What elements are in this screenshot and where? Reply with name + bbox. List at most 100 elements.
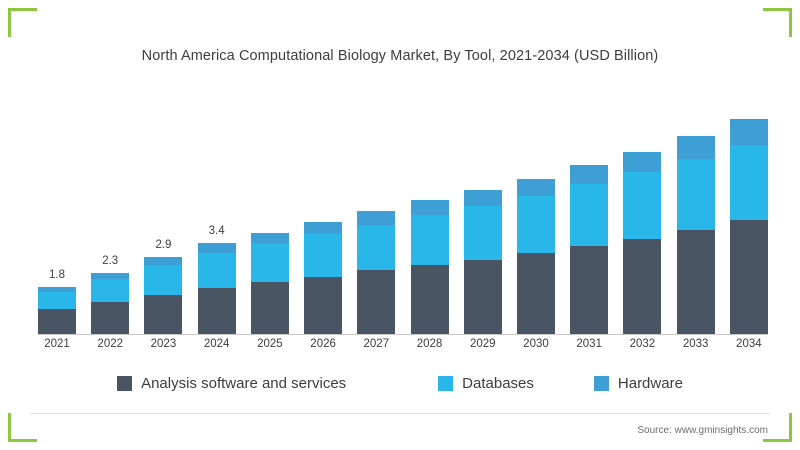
bar-segment	[570, 246, 609, 335]
bar-segment	[357, 270, 396, 335]
chart-legend: Analysis software and services Databases…	[0, 375, 800, 392]
plot-area: 1.8 2.3 2.9 3.4	[38, 95, 768, 335]
legend-swatch-databases	[438, 376, 454, 391]
bar-segment	[91, 302, 130, 335]
bar-segment	[729, 119, 768, 146]
bar-segment	[38, 291, 76, 310]
bar-segment	[676, 135, 715, 159]
bar-segment	[357, 224, 396, 271]
corner-bracket-bottom-left	[8, 413, 37, 442]
bar-segment	[38, 286, 76, 292]
bar-segment	[197, 287, 236, 335]
bar-segment	[304, 221, 343, 234]
bar-column[interactable]: 3.4	[197, 95, 236, 335]
bar-segment	[304, 233, 343, 278]
x-tick-label: 2024	[203, 338, 230, 350]
bar-stack	[144, 256, 183, 335]
x-tick-label: 2023	[150, 338, 177, 350]
bar-segment	[144, 294, 183, 335]
corner-bracket-top-left	[8, 8, 37, 37]
bar-segment	[357, 211, 396, 225]
source-credit: Source: www.gminsights.com	[637, 425, 768, 436]
bar-column[interactable]	[250, 95, 289, 335]
x-tick-label: 2031	[576, 338, 602, 350]
bar-segment	[91, 273, 130, 280]
bar-stack	[516, 178, 555, 335]
bar-segment	[570, 184, 609, 247]
bar-column[interactable]	[623, 95, 662, 335]
bar-stack	[197, 243, 236, 335]
x-tick-label: 2028	[416, 338, 443, 350]
footer-divider	[30, 413, 770, 414]
bar-column[interactable]	[357, 95, 396, 335]
bar-value-label: 3.4	[208, 225, 225, 238]
corner-bracket-top-right	[763, 8, 792, 37]
bar-value-label: 2.3	[102, 255, 119, 268]
x-tick-label: 2026	[310, 338, 336, 350]
bar-segment	[197, 243, 236, 253]
x-axis-tick-labels: 2021 2022 2023 2024 2025 2026 2027 2028 2029 2030…	[38, 338, 768, 350]
bar-column[interactable]	[410, 95, 449, 335]
bar-segment	[463, 205, 502, 260]
x-axis-line	[38, 334, 768, 335]
legend-item-analysis: Analysis software and services	[117, 375, 346, 392]
bar-segment	[729, 145, 768, 221]
bar-column[interactable]	[463, 95, 502, 335]
bar-column[interactable]	[516, 95, 555, 335]
bar-segment	[623, 151, 662, 172]
bar-value-label: 1.8	[49, 268, 65, 281]
bar-column[interactable]: 2.3	[91, 95, 130, 335]
legend-item-hardware: Hardware	[593, 375, 683, 392]
bar-stack	[463, 189, 502, 335]
bar-stack	[729, 119, 768, 335]
bar-segment	[91, 279, 130, 303]
bar-stack	[570, 165, 609, 335]
bar-segment	[516, 252, 555, 335]
chart-title: North America Computational Biology Mark…	[141, 48, 659, 64]
legend-label-hardware: Hardware	[617, 375, 683, 392]
bar-segment	[304, 277, 343, 335]
legend-swatch-hardware	[593, 376, 609, 391]
x-tick-label: 2021	[44, 338, 70, 350]
bar-stack	[623, 151, 662, 335]
bar-column[interactable]	[676, 95, 715, 335]
bar-column[interactable]	[570, 95, 609, 335]
x-tick-label: 2027	[363, 338, 390, 350]
bar-stack	[250, 232, 289, 335]
bar-column[interactable]: 2.9	[144, 95, 183, 335]
bar-segment	[623, 171, 662, 240]
x-tick-label: 2033	[682, 338, 709, 350]
bar-segment	[463, 189, 502, 206]
bar-stack	[676, 135, 715, 335]
bar-segment	[463, 259, 502, 335]
bar-segment	[410, 264, 449, 335]
legend-label-databases: Databases	[462, 375, 534, 392]
bar-column[interactable]: 1.8	[38, 95, 76, 335]
bar-stack	[304, 221, 343, 335]
x-tick-label: 2030	[523, 338, 549, 350]
bar-segment	[410, 200, 449, 216]
bar-segment	[38, 309, 76, 335]
bar-stack	[410, 200, 449, 335]
x-tick-label: 2025	[257, 338, 283, 350]
bar-segment	[144, 264, 183, 295]
bar-stack	[357, 211, 396, 335]
bar-segment	[676, 158, 715, 230]
legend-item-databases: Databases	[438, 375, 534, 392]
bar-segment	[144, 256, 183, 265]
legend-label-analysis: Analysis software and services	[141, 375, 347, 392]
bar-segment	[410, 215, 449, 265]
bar-stack	[91, 273, 130, 335]
bar-segment	[729, 220, 768, 335]
bar-column[interactable]	[304, 95, 343, 335]
bar-segment	[516, 178, 555, 197]
bar-segment	[516, 196, 555, 253]
bar-segment	[250, 243, 289, 283]
bar-column[interactable]	[729, 95, 768, 335]
bar-segment	[623, 239, 662, 335]
x-tick-label: 2032	[629, 338, 656, 350]
bar-group: 1.8 2.3 2.9 3.4	[38, 95, 768, 335]
legend-swatch-analysis	[117, 376, 133, 391]
bar-segment	[570, 165, 609, 185]
